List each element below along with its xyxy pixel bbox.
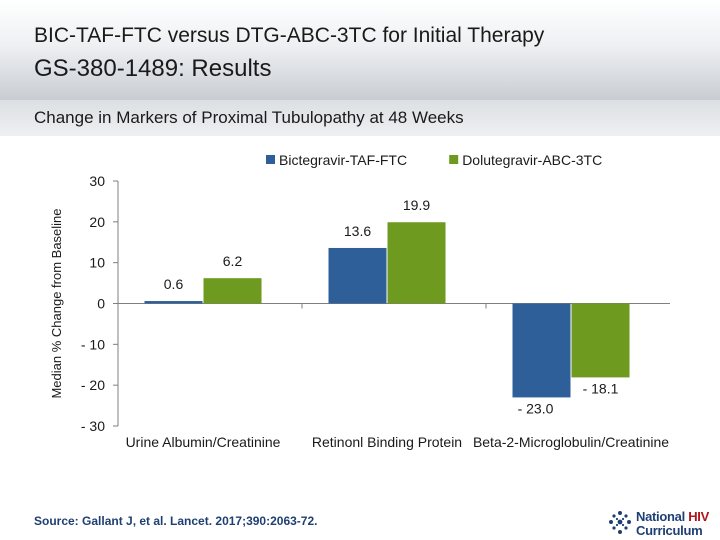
y-tick-label: - 10 [81, 336, 105, 352]
logo-word-national: National [636, 509, 685, 524]
data-label: 13.6 [344, 223, 371, 239]
bar [571, 303, 630, 378]
page-title: BIC-TAF-FTC versus DTG-ABC-3TC for Initi… [34, 24, 545, 47]
y-tick-label: 0 [97, 296, 105, 312]
bar-chart: 30 20 10 0 - 10 - 20 - 30 Median % Change from … [49, 152, 670, 450]
y-tick-label: - 20 [81, 377, 105, 393]
logo-text-line2: Curriculum [636, 523, 703, 538]
header-banner: BIC-TAF-FTC versus DTG-ABC-3TC for Initi… [0, 0, 720, 100]
data-label: 6.2 [223, 253, 243, 269]
y-tick-label: 20 [89, 214, 105, 230]
logo-text-line1: National HIV [636, 509, 709, 524]
category-label: Urine Albumin/Creatinine [126, 434, 281, 450]
logo-word-hiv: HIV [688, 509, 709, 524]
data-label: - 18.1 [583, 380, 619, 396]
y-tick-label: 10 [89, 255, 105, 271]
bar [328, 247, 387, 304]
section-bar: Change in Markers of Proximal Tubulopath… [0, 100, 720, 136]
bar [203, 278, 262, 304]
bar [387, 222, 446, 304]
category-label: Retinonl Binding Protein [312, 434, 462, 450]
source-citation: Source: Gallant J, et al. Lancet. 2017;3… [34, 514, 318, 528]
legend-label: Bictegravir-TAF-FTC [279, 152, 407, 168]
data-label: 19.9 [403, 197, 430, 213]
y-axis-title: Median % Change from Baseline [49, 208, 64, 398]
national-hiv-curriculum-logo: National HIV Curriculum [608, 508, 716, 538]
y-tick-label: - 30 [81, 418, 105, 434]
y-tick-label: 30 [89, 173, 105, 189]
data-label: 0.6 [164, 276, 184, 292]
page-subtitle: GS-380-1489: Results [34, 55, 272, 82]
legend-swatch [449, 155, 459, 164]
section-title: Change in Markers of Proximal Tubulopath… [34, 108, 464, 127]
legend-swatch [266, 155, 275, 164]
legend-label: Dolutegravir-ABC-3TC [462, 152, 602, 168]
logo-dots-icon [609, 511, 631, 534]
category-label: Beta-2-Microglobulin/Creatinine [473, 434, 669, 450]
bar [144, 301, 203, 304]
bar [512, 303, 571, 398]
data-label: - 23.0 [518, 400, 554, 416]
